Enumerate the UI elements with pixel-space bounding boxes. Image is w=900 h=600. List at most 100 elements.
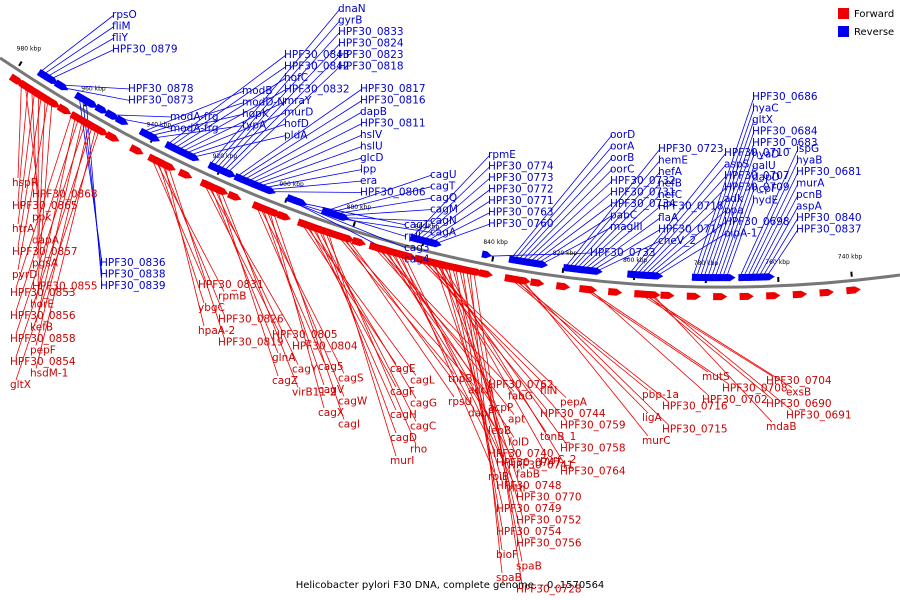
reverse-callout-line	[178, 100, 287, 154]
reverse-gene-label: hyaC	[752, 103, 779, 115]
reverse-gene-label: HPF30_0681	[796, 166, 862, 178]
forward-feature-block	[686, 292, 701, 300]
forward-callout-line	[583, 286, 729, 384]
forward-gene-label: cagD	[390, 432, 417, 444]
reverse-callout-line	[214, 31, 341, 171]
reverse-gene-label: magIII	[610, 221, 643, 233]
reverse-gene-label: HPF30_0806	[360, 187, 426, 199]
forward-callout-line	[312, 224, 397, 411]
reverse-gene-label: pcnB	[796, 189, 822, 201]
forward-gene-label: cagZ	[272, 375, 298, 387]
reverse-gene-label: oorD	[610, 129, 635, 141]
forward-callout-line	[440, 261, 567, 467]
reverse-callout-line	[321, 174, 433, 213]
forward-callout-line	[341, 233, 455, 398]
reverse-gene-label: typA	[242, 120, 267, 132]
reverse-gene-label: cagU	[430, 169, 457, 181]
forward-callout-line	[454, 265, 503, 528]
forward-callout-line	[35, 117, 84, 323]
reverse-gene-label: modA-frg	[170, 123, 219, 135]
forward-gene-label: acpP	[488, 402, 513, 414]
forward-feature-block	[478, 269, 493, 278]
forward-gene-label: HPF30_0756	[516, 538, 582, 550]
reverse-gene-label: ppa	[724, 205, 744, 217]
reverse-callout-line	[721, 188, 755, 281]
forward-gene-arrow	[217, 186, 229, 196]
reverse-callout-line	[511, 146, 613, 263]
forward-gene-label: glnA	[272, 352, 296, 364]
forward-gene-label: pepF	[30, 345, 56, 357]
reverse-gene-arrow	[338, 212, 350, 221]
reverse-feature-block	[104, 109, 119, 120]
reverse-gene-label: HPF30_0833	[338, 26, 404, 38]
reverse-callout-line	[526, 192, 613, 265]
forward-callout-line	[344, 235, 475, 409]
forward-feature-block	[104, 131, 120, 142]
forward-callout-line	[465, 267, 523, 562]
reverse-gene-label: HPF30_0836	[100, 257, 166, 269]
reverse-callout-line	[764, 229, 799, 280]
forward-feature-block	[376, 244, 392, 254]
forward-gene-label: HPF30_0749	[496, 503, 562, 515]
forward-feature-block	[819, 288, 834, 297]
forward-feature-block	[529, 278, 545, 287]
forward-gene-label: HPF30_0759	[560, 420, 626, 432]
forward-callout-line	[35, 125, 97, 369]
reverse-callout-line	[756, 206, 799, 280]
reverse-callout-line	[522, 180, 613, 265]
reverse-callout-line	[168, 66, 287, 149]
reverse-gene-label: HPF30_0733	[590, 247, 656, 259]
forward-feature-block	[792, 290, 808, 299]
reverse-gene-arrow	[537, 260, 548, 268]
forward-callout-line	[635, 290, 773, 377]
forward-gene-label: lepB	[488, 425, 511, 437]
reverse-callout-line	[225, 66, 341, 176]
forward-feature-block	[846, 286, 861, 295]
forward-callout-line	[15, 111, 73, 289]
forward-callout-line	[17, 80, 22, 179]
scale-tick-label: 800 kbp	[623, 257, 648, 264]
scale-tick-label: 980 kbp	[17, 46, 42, 53]
forward-callout-line	[17, 97, 49, 271]
reverse-gene-label: cagQ	[430, 192, 457, 204]
genome-backbone	[0, 56, 900, 289]
forward-feature-block	[226, 190, 242, 201]
scale-tick	[284, 197, 288, 203]
reverse-callout-line	[247, 134, 363, 185]
forward-gene-label: cagH	[390, 409, 417, 421]
reverse-callout-line	[741, 160, 799, 281]
reverse-gene-label: rplI	[404, 231, 421, 243]
forward-gene-label: HPF30_0754	[496, 526, 562, 538]
forward-callout-line	[429, 258, 547, 433]
forward-callout-line	[586, 286, 709, 396]
reverse-callout-line	[237, 100, 363, 181]
forward-gene-label: HPF30_0804	[292, 341, 358, 353]
reverse-gene-arrow	[592, 267, 603, 275]
forward-gene-label: rpmB	[218, 291, 246, 303]
forward-callout-line	[642, 291, 773, 400]
scale-tick-label: 840 kbp	[483, 239, 508, 246]
forward-gene-arrow	[97, 126, 109, 136]
forward-callout-line	[17, 89, 36, 225]
reverse-callout-line	[221, 54, 341, 174]
forward-feature-block	[581, 285, 597, 294]
forward-feature-block	[766, 292, 781, 300]
scale-tick-label: 880 kbp	[347, 204, 372, 211]
legend-forward-label: Forward	[854, 9, 894, 20]
forward-callout-line	[257, 203, 345, 374]
reverse-gene-label: HPF30_0731	[610, 187, 676, 199]
reverse-callout-line	[566, 160, 661, 271]
forward-callout-line	[309, 223, 417, 399]
forward-gene-label: HPF30_0858	[10, 333, 76, 345]
forward-callout-line	[327, 229, 397, 457]
forward-callout-line	[469, 268, 503, 574]
reverse-gene-label: HPF30_0774	[488, 161, 554, 173]
forward-callout-line	[398, 251, 495, 473]
forward-gene-label: HPF30_0691	[786, 410, 852, 422]
forward-gene-label: accA	[468, 385, 494, 397]
forward-callout-line	[505, 274, 649, 391]
reverse-callout-line	[335, 217, 433, 222]
forward-callout-line	[323, 228, 417, 445]
reverse-gene-label: HPF30_0773	[488, 172, 554, 184]
reverse-gene-label: HPF30_0686	[752, 91, 818, 103]
